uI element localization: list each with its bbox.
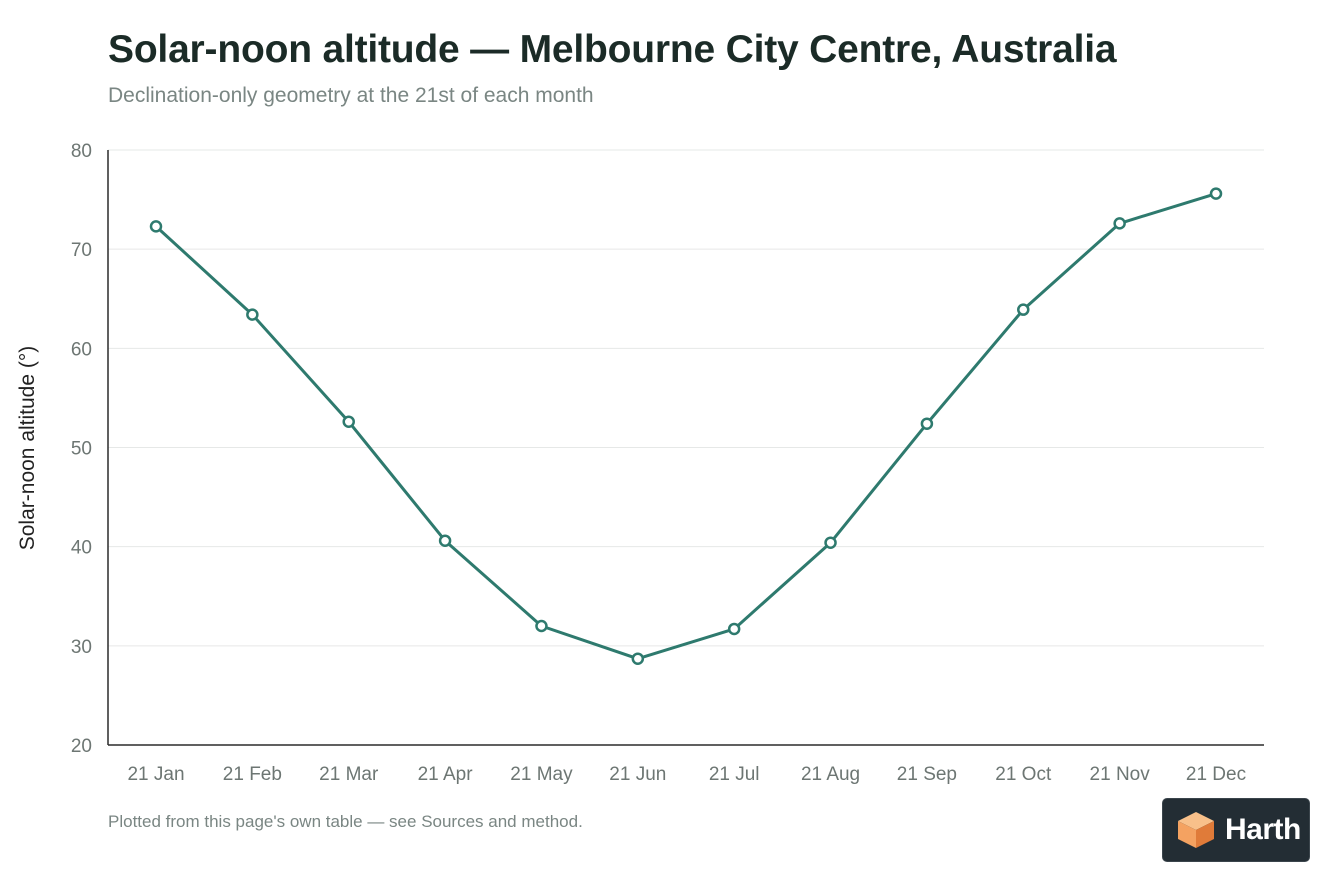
x-tick-label: 21 Nov [1090, 764, 1151, 785]
y-tick-label: 20 [71, 736, 92, 757]
data-point[interactable] [342, 415, 355, 428]
data-point[interactable] [535, 619, 548, 633]
cube-logo-icon [1178, 812, 1214, 848]
series-line [154, 192, 1218, 661]
data-point[interactable] [631, 652, 645, 665]
x-tick-label: 21 Sep [897, 764, 957, 785]
x-tick-label: 21 Dec [1186, 764, 1246, 785]
data-point[interactable] [1017, 303, 1030, 316]
grid-lines [108, 149, 1264, 647]
chart-title: Solar-noon altitude — Melbourne City Cen… [108, 28, 1117, 71]
x-tick-labels: 21 Jan 21 Feb 21 Mar 21 Apr 21 May 21 Jun 21 J… [127, 764, 1246, 785]
data-point[interactable] [824, 536, 837, 549]
y-tick-labels: 20 30 40 50 60 70 80 [71, 141, 92, 757]
x-tick-label: 21 Jul [709, 764, 760, 785]
data-point[interactable] [727, 622, 741, 636]
data-point[interactable] [438, 534, 452, 547]
data-point[interactable] [149, 220, 163, 233]
x-tick-label: 21 Jan [127, 764, 184, 785]
y-axis-label: Solar-noon altitude (°) [16, 346, 39, 551]
y-tick-label: 30 [71, 637, 92, 658]
y-tick-label: 50 [71, 439, 92, 460]
data-point[interactable] [920, 417, 934, 430]
y-tick-label: 70 [71, 240, 92, 261]
y-tick-label: 80 [71, 141, 92, 162]
x-tick-label: 21 May [510, 764, 573, 785]
series-line-group [149, 187, 1223, 665]
brand-name: Harth [1225, 813, 1301, 846]
y-tick-label: 60 [71, 339, 92, 360]
x-tick-label: 21 Apr [418, 764, 474, 785]
y-tick-label: 40 [71, 538, 92, 559]
footnote: Plotted from this page's own table — see… [108, 812, 583, 831]
x-tick-label: 21 Jun [609, 764, 666, 785]
x-tick-label: 21 Oct [995, 764, 1052, 785]
chart-subtitle: Declination-only geometry at the 21st of… [108, 84, 594, 107]
data-point[interactable] [246, 308, 259, 321]
x-tick-label: 21 Feb [223, 764, 282, 785]
x-tick-label: 21 Mar [319, 764, 379, 785]
brand-badge[interactable]: Harth [1162, 798, 1310, 862]
data-point[interactable] [1113, 217, 1126, 230]
x-tick-label: 21 Aug [801, 764, 860, 785]
axes [107, 150, 1264, 746]
data-point[interactable] [1209, 187, 1223, 200]
